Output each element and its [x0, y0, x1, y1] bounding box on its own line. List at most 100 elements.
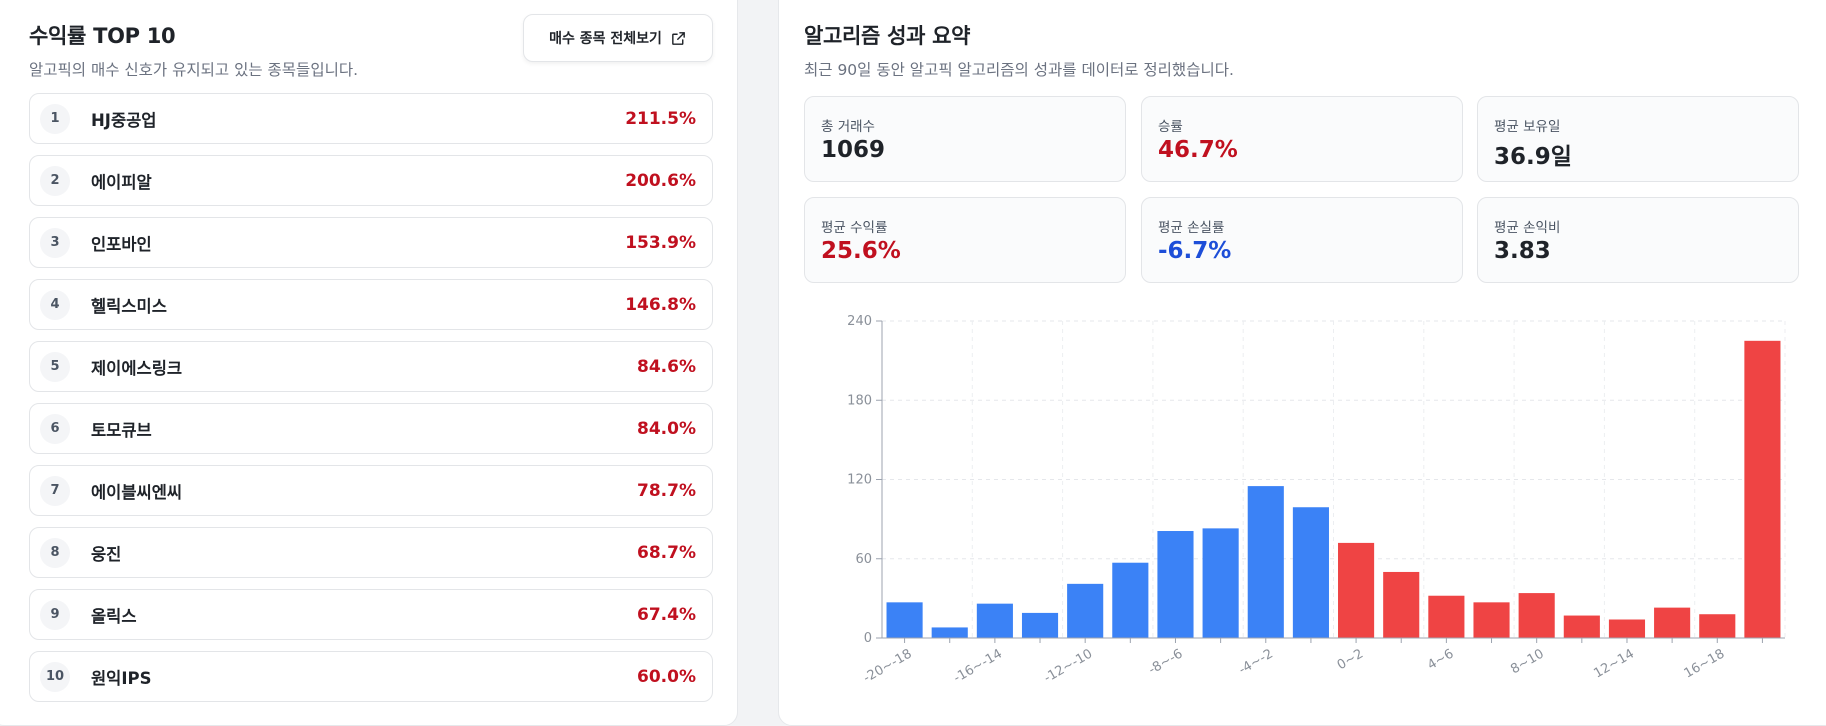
- rank-number: 4: [40, 289, 70, 320]
- stat-label: 평균 수익률: [821, 220, 888, 236]
- y-tick-label: 120: [847, 473, 872, 488]
- chart-bar: [1292, 507, 1329, 638]
- chart-bar: [1247, 486, 1284, 638]
- chart-bar: [1744, 340, 1781, 638]
- list-item[interactable]: 7 에이블씨엔씨 78.7%: [29, 465, 713, 516]
- stock-return: 68.7%: [637, 542, 696, 563]
- y-tick-label: 180: [847, 393, 872, 408]
- stock-name: 웅진: [91, 544, 122, 564]
- list-item[interactable]: 3 인포바인 153.9%: [29, 217, 713, 268]
- stock-name: 원익IPS: [91, 668, 152, 688]
- chart-bar: [1338, 542, 1375, 638]
- stat-label: 승률: [1158, 119, 1183, 135]
- chart-bar: [1654, 607, 1691, 638]
- chart-bar: [1473, 602, 1510, 638]
- chart-bar: [1699, 614, 1736, 638]
- stat-value: 3.83: [1494, 238, 1551, 264]
- chart-bar: [1067, 583, 1104, 638]
- x-tick-label: -4~-2: [1236, 646, 1275, 677]
- chart-bar: [931, 627, 968, 638]
- list-item[interactable]: 2 에이피알 200.6%: [29, 155, 713, 206]
- stock-return: 146.8%: [625, 294, 696, 315]
- list-item[interactable]: 8 웅진 68.7%: [29, 527, 713, 578]
- chart-bar: [1428, 595, 1465, 638]
- chart-bar: [1563, 615, 1600, 638]
- stat-value: -6.7%: [1158, 238, 1232, 264]
- view-all-buy-stocks-button[interactable]: 매수 종목 전체보기: [523, 14, 713, 62]
- x-tick-label: 0~2: [1335, 646, 1366, 673]
- stat-label: 평균 보유일: [1494, 119, 1561, 135]
- chart-bar: [1518, 593, 1555, 638]
- chart-bar: [1021, 612, 1059, 638]
- x-tick-label: 8~10: [1508, 646, 1546, 677]
- x-tick-label: -8~-6: [1146, 646, 1185, 677]
- stock-name: 헬릭스미스: [91, 296, 167, 316]
- x-tick-label: 16~18: [1682, 646, 1728, 681]
- view-all-label: 매수 종목 전체보기: [549, 31, 662, 47]
- chart-bar: [1202, 528, 1239, 638]
- return-distribution-chart: 0 60 120 180 240 -20~-18 -16~-14 -12~-10 -8~-6 -4…: [847, 314, 1786, 686]
- stat-value: 46.7%: [1158, 137, 1238, 163]
- stock-name: 제이에스링크: [91, 358, 183, 378]
- stat-win-rate: 승률 46.7%: [1141, 96, 1463, 182]
- stat-profit-loss-ratio: 평균 손익비 3.83: [1477, 197, 1799, 283]
- list-item[interactable]: 9 올릭스 67.4%: [29, 589, 713, 640]
- stat-value: 1069: [821, 137, 886, 163]
- stat-label: 평균 손익비: [1494, 220, 1561, 236]
- chart-bar: [1383, 571, 1420, 638]
- y-tick-label: 60: [855, 552, 872, 567]
- stock-return: 84.0%: [637, 418, 696, 439]
- stock-return: 60.0%: [637, 666, 696, 687]
- x-tick-label: -12~-10: [1041, 646, 1095, 686]
- top10-title: 수익률 TOP 10: [29, 24, 176, 48]
- stock-return: 200.6%: [625, 170, 696, 191]
- top10-list: 1 HJ중공업 211.5% 2 에이피알 200.6% 3 인포바인 153.9% 4 헬릭…: [29, 93, 713, 713]
- rank-number: 10: [40, 661, 70, 692]
- y-tick-label: 0: [864, 631, 872, 646]
- chart-bar: [976, 603, 1013, 638]
- chart-bar: [1112, 562, 1149, 638]
- x-tick-label: -20~-18: [861, 646, 915, 686]
- performance-subtitle: 최근 90일 동안 알고픽 알고리즘의 성과를 데이터로 정리했습니다.: [804, 61, 1234, 79]
- stat-label: 총 거래수: [821, 119, 875, 135]
- list-item[interactable]: 10 원익IPS 60.0%: [29, 651, 713, 702]
- stock-name: 토모큐브: [91, 420, 152, 440]
- list-item[interactable]: 1 HJ중공업 211.5%: [29, 93, 713, 144]
- x-tick-label: 4~6: [1425, 646, 1456, 673]
- stock-return: 211.5%: [625, 108, 696, 129]
- chart-bar: [1608, 619, 1646, 638]
- stock-name: 올릭스: [91, 606, 137, 626]
- stock-return: 67.4%: [637, 604, 696, 625]
- top10-subtitle: 알고픽의 매수 신호가 유지되고 있는 종목들입니다.: [29, 61, 359, 79]
- chart-bar: [886, 602, 923, 638]
- rank-number: 3: [40, 227, 70, 258]
- stock-name: 에이피알: [91, 172, 152, 192]
- stock-name: 인포바인: [91, 234, 152, 254]
- x-tick-label: 12~14: [1591, 646, 1637, 681]
- stat-avg-return: 평균 수익률 25.6%: [804, 197, 1126, 283]
- stock-name: HJ중공업: [91, 110, 157, 130]
- x-tick-label: -16~-14: [951, 646, 1005, 686]
- stat-avg-loss: 평균 손실률 -6.7%: [1141, 197, 1463, 283]
- list-item[interactable]: 4 헬릭스미스 146.8%: [29, 279, 713, 330]
- stat-value: 25.6%: [821, 238, 901, 264]
- stat-label: 평균 손실률: [1158, 220, 1225, 236]
- external-link-icon: [672, 31, 685, 45]
- rank-number: 7: [40, 475, 70, 506]
- rank-number: 8: [40, 537, 70, 568]
- performance-title: 알고리즘 성과 요약: [804, 24, 971, 48]
- rank-number: 9: [40, 599, 70, 630]
- list-item[interactable]: 5 제이에스링크 84.6%: [29, 341, 713, 392]
- list-item[interactable]: 6 토모큐브 84.0%: [29, 403, 713, 454]
- stock-return: 153.9%: [625, 232, 696, 253]
- chart-bar: [1157, 531, 1194, 638]
- rank-number: 1: [40, 103, 70, 134]
- stat-avg-holding-days: 평균 보유일 36.9일: [1477, 96, 1799, 182]
- stat-value: 36.9일: [1494, 144, 1572, 170]
- y-tick-label: 240: [847, 314, 872, 329]
- stock-return: 84.6%: [637, 356, 696, 377]
- rank-number: 6: [40, 413, 70, 444]
- stat-total-trades: 총 거래수 1069: [804, 96, 1126, 182]
- rank-number: 5: [40, 351, 70, 382]
- stock-return: 78.7%: [637, 480, 696, 501]
